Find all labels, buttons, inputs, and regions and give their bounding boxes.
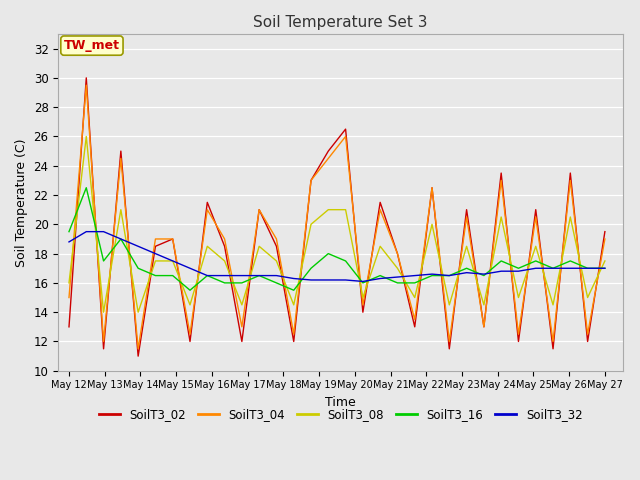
Title: Soil Temperature Set 3: Soil Temperature Set 3 [253,15,428,30]
X-axis label: Time: Time [325,396,356,409]
Legend: SoilT3_02, SoilT3_04, SoilT3_08, SoilT3_16, SoilT3_32: SoilT3_02, SoilT3_04, SoilT3_08, SoilT3_… [94,403,587,425]
Y-axis label: Soil Temperature (C): Soil Temperature (C) [15,138,28,266]
Text: TW_met: TW_met [64,39,120,52]
